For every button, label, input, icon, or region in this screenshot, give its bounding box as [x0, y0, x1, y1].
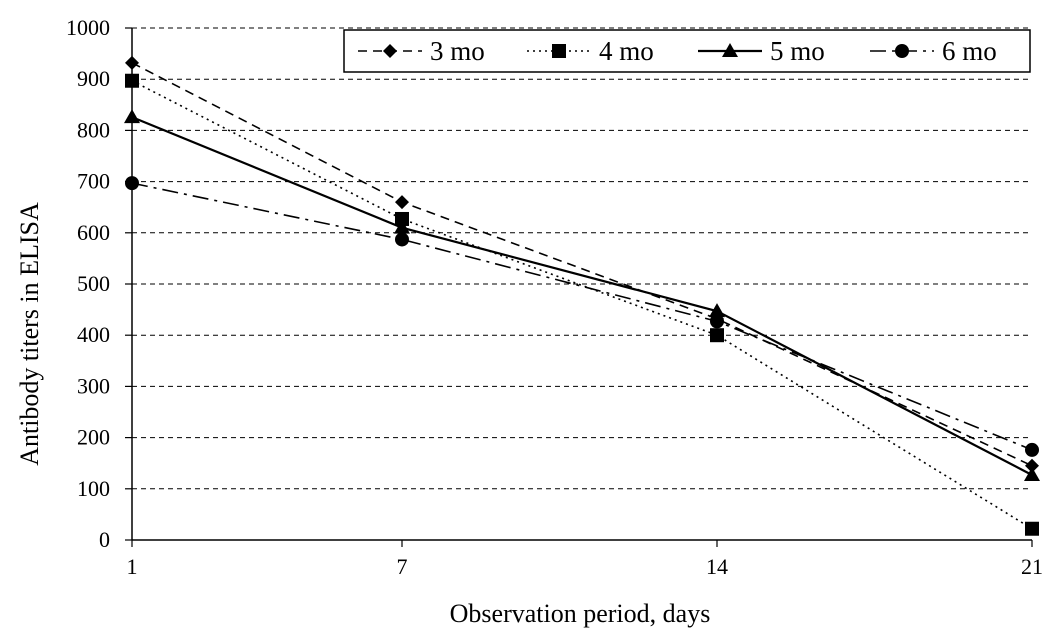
data-point — [394, 219, 410, 234]
legend-label: 5 mo — [770, 36, 825, 66]
data-point — [395, 211, 409, 226]
series-4-mo — [125, 73, 1039, 536]
y-tick-label: 700 — [77, 169, 110, 194]
data-point — [125, 73, 139, 88]
y-tick-label: 500 — [77, 271, 110, 296]
data-point — [125, 176, 139, 191]
series — [124, 55, 1040, 536]
y-tick-label: 100 — [77, 476, 110, 501]
series-line — [131, 80, 1033, 530]
legend-item: 5 mo — [698, 36, 825, 66]
data-point — [395, 195, 409, 210]
legend: 3 mo 4 mo 5 mo 6 mo — [343, 29, 1031, 73]
y-tick-label: 1000 — [66, 15, 110, 40]
legend-marker — [895, 44, 909, 58]
data-point — [1025, 442, 1039, 457]
legend-label: 4 mo — [599, 36, 654, 66]
y-tick-label: 900 — [77, 66, 110, 91]
data-point — [125, 55, 139, 70]
legend-label: 3 mo — [430, 36, 485, 66]
y-tick-label: 200 — [77, 425, 110, 450]
data-point — [710, 314, 724, 329]
series-line — [131, 182, 1033, 451]
legend-item: 4 mo — [527, 36, 654, 66]
legend-item: 3 mo — [358, 36, 485, 66]
x-tick-label: 1 — [127, 554, 138, 579]
axes — [125, 27, 1033, 547]
x-tick-label: 7 — [397, 554, 408, 579]
legend-item: 6 mo — [870, 36, 997, 66]
data-point — [124, 109, 140, 124]
gridlines — [132, 27, 1032, 490]
y-tick-label: 300 — [77, 373, 110, 398]
data-point — [395, 232, 409, 247]
tick-labels: 0 100 200 300 400 500 600 700 800 900 1000 1 7 14 21 — [66, 15, 1043, 579]
series-5-mo — [124, 109, 1040, 481]
x-axis-title: Observation period, days — [450, 599, 711, 628]
y-axis-title: Antibody titers in ELISA — [15, 202, 44, 466]
data-point — [1025, 521, 1039, 536]
data-point — [1024, 466, 1040, 481]
x-tick-label: 14 — [706, 554, 728, 579]
y-tick-label: 400 — [77, 322, 110, 347]
data-point — [709, 303, 725, 318]
legend-marker — [383, 44, 397, 58]
legend-label: 6 mo — [942, 36, 997, 66]
y-tick-label: 0 — [99, 527, 110, 552]
series-6-mo — [125, 176, 1039, 457]
series-line — [131, 116, 1033, 476]
legend-box — [343, 29, 1031, 73]
y-tick-label: 600 — [77, 220, 110, 245]
x-tick-label: 21 — [1021, 554, 1043, 579]
data-point — [1025, 458, 1039, 473]
data-point — [710, 328, 724, 343]
series-3-mo — [125, 55, 1039, 473]
legend-marker — [722, 43, 738, 57]
y-tick-label: 800 — [77, 117, 110, 142]
legend-marker — [552, 44, 566, 58]
